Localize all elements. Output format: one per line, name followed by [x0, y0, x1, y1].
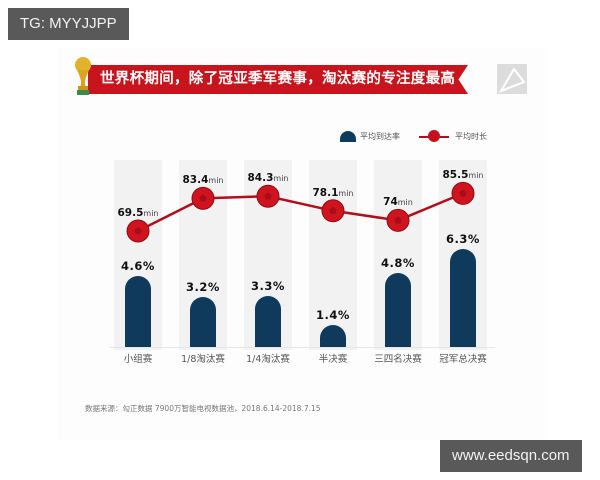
bar-reach-rate: [450, 249, 476, 347]
data-source-note: 数据来源：勾正数据 7900万智能电视数据池，2018.6.14-2018.7.…: [85, 404, 321, 413]
bar-reach-rate: [255, 295, 281, 347]
duration-value-label: 74min: [368, 190, 428, 209]
duration-unit: min: [338, 188, 354, 198]
football-marker-icon: [126, 219, 150, 243]
category-label: 半决赛: [318, 354, 348, 365]
duration-value: 83.4: [182, 174, 209, 187]
legend-bar-swatch: [340, 131, 356, 142]
duration-value-label: 83.4min: [173, 168, 233, 187]
bar-value-label: 1.4%: [316, 308, 350, 322]
duration-value-label: 84.3min: [238, 166, 298, 185]
duration-value: 78.1: [312, 186, 339, 199]
bar-reach-rate: [190, 297, 216, 347]
duration-value: 74: [383, 196, 398, 209]
category-label: 冠军总决赛: [439, 354, 487, 365]
category-label: 三四名决赛: [374, 354, 422, 365]
football-marker-icon: [321, 199, 345, 223]
title-banner: [88, 65, 468, 94]
duration-value: 85.5: [442, 169, 469, 182]
chart-title: 世界杯期间，除了冠亚季军赛事，淘汰赛的专注度最高: [100, 71, 456, 87]
category-label: 1/4淘汰赛: [246, 354, 290, 365]
category-label: 1/8淘汰赛: [181, 354, 225, 365]
bar-value-label: 6.3%: [446, 232, 480, 247]
legend-line-label: 平均时长: [455, 132, 487, 141]
football-marker-icon: [386, 208, 410, 232]
bar-value-label: 4.8%: [381, 255, 415, 270]
duration-unit: min: [143, 209, 159, 218]
bar-value-label: 4.6%: [121, 258, 155, 273]
bar-value-label: 3.3%: [251, 278, 285, 293]
football-marker-icon: [451, 181, 475, 205]
duration-value-label: 85.5min: [433, 163, 493, 182]
football-marker-icon: [191, 186, 215, 210]
bar-reach-rate: [385, 272, 411, 347]
legend-bar-label: 平均到达率: [360, 132, 400, 141]
bar-reach-rate: [125, 275, 151, 347]
watermark-top-left: TG: MYYJJPP: [8, 8, 129, 40]
category-label: 小组赛: [123, 354, 153, 365]
bar-reach-rate: [320, 325, 346, 347]
duration-unit: min: [468, 171, 484, 181]
trophy-icon: [75, 57, 91, 95]
duration-value: 69.5: [117, 207, 144, 219]
column-band: [309, 160, 357, 350]
duration-value-label: 78.1min: [303, 181, 363, 200]
watermark-bottom-right: www.eedsqn.com: [440, 440, 582, 472]
football-marker-icon: [256, 184, 280, 208]
legend-dot-icon: [428, 130, 440, 142]
bar-value-label: 3.2%: [186, 280, 220, 295]
brand-logo-icon: [497, 64, 527, 94]
duration-value-label: 69.5min: [108, 201, 168, 220]
x-axis-baseline: [110, 347, 495, 348]
duration-unit: min: [273, 174, 289, 184]
duration-unit: min: [208, 176, 224, 186]
duration-value: 84.3: [247, 172, 274, 185]
duration-unit: min: [397, 198, 413, 208]
